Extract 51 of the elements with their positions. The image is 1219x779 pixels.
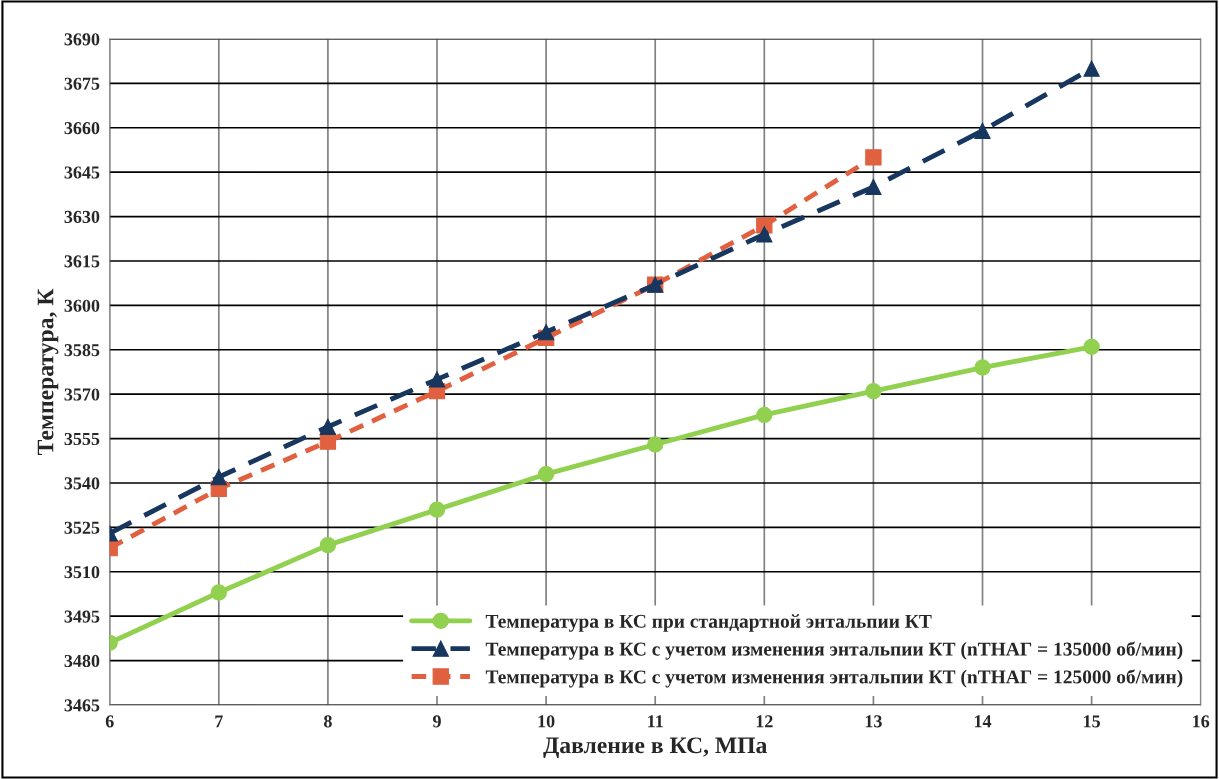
y-tick-label: 3675 — [64, 77, 100, 90]
point — [1083, 338, 1100, 355]
y-tick-label: 3555 — [64, 432, 100, 446]
y-tick-label: 3690 — [64, 33, 100, 46]
point — [865, 178, 882, 196]
point — [865, 149, 882, 166]
point — [756, 406, 773, 424]
point — [647, 436, 664, 453]
x-tick-label: 6 — [105, 715, 114, 728]
point — [210, 584, 227, 601]
y-tick-label: 3540 — [64, 477, 100, 490]
legend-label: Температура в КС с учетом изменения энтальпии КТ (nТНАГ = 135000 об/мин) — [485, 641, 1183, 660]
point — [974, 359, 991, 376]
y-tick-label: 3570 — [64, 388, 100, 401]
x-tick-label: 7 — [215, 715, 223, 728]
y-tick-label: 3480 — [64, 654, 100, 668]
x-tick-label: 11 — [648, 715, 663, 728]
y-tick-label: 3645 — [64, 166, 100, 179]
x-tick-label: 12 — [756, 715, 773, 728]
x-tick-label: 14 — [974, 715, 992, 728]
point — [537, 323, 555, 341]
x-tick-label: 8 — [324, 715, 332, 728]
point — [756, 226, 773, 243]
y-tick-label: 3615 — [64, 255, 100, 268]
point — [319, 418, 337, 435]
x-tick-label: 13 — [865, 715, 882, 728]
point — [1083, 60, 1100, 77]
y-tick-label: 3525 — [64, 521, 100, 534]
point — [865, 383, 882, 400]
point — [537, 465, 555, 483]
y-tick-label: 3465 — [64, 699, 100, 712]
y-tick-label: 3585 — [64, 344, 100, 357]
x-tick-label: 15 — [1084, 715, 1100, 728]
point — [974, 122, 991, 139]
y-axis-title: Температура, К — [37, 288, 59, 455]
y-tick-label: 3600 — [64, 299, 100, 312]
y-tick-label: 3510 — [64, 566, 100, 579]
y-tick-label: 3630 — [64, 210, 100, 223]
legend-label: Температура в КС с учетом изменения энтальпии КТ (nТНАГ = 125000 об/мин) — [485, 669, 1183, 688]
x-tick-label: 10 — [538, 715, 555, 728]
y-tick-label: 3660 — [64, 122, 100, 135]
point — [428, 371, 446, 388]
x-tick-label: 16 — [1193, 715, 1210, 728]
point — [428, 501, 446, 518]
legend-label: Температура в КС при стандартной энтальпии КТ — [485, 614, 932, 632]
x-axis-title: Давление в КС, МПа — [543, 737, 767, 759]
x-tick-label: 9 — [432, 715, 441, 728]
point — [319, 536, 337, 554]
y-tick-label: 3495 — [64, 610, 100, 623]
point — [319, 433, 337, 450]
point — [210, 468, 227, 486]
